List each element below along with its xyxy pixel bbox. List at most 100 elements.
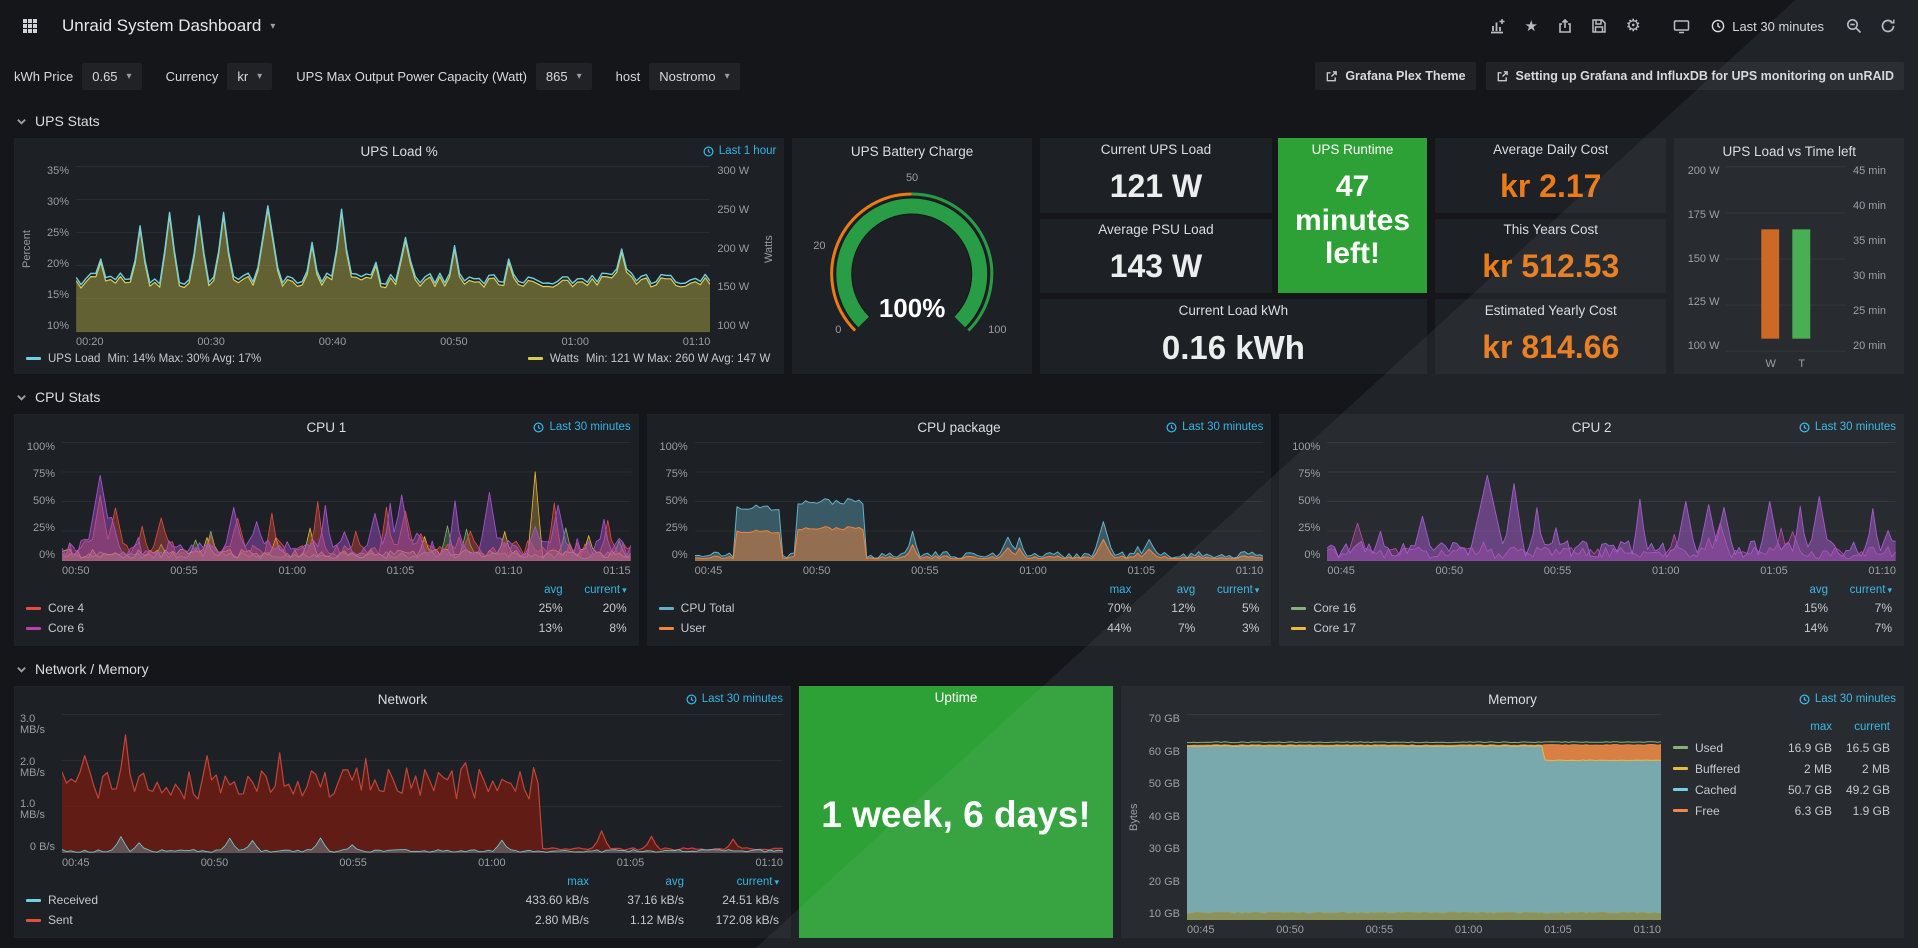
section-ups-stats[interactable]: UPS Stats bbox=[0, 98, 1918, 138]
tick-label: 00:55 bbox=[170, 565, 198, 577]
legend-series-name[interactable]: Received bbox=[26, 893, 494, 907]
legend: max current Used 16.9 GB 16.5 GB Buffere… bbox=[1669, 712, 1904, 938]
dashboard-title[interactable]: Unraid System Dashboard ▾ bbox=[62, 16, 275, 36]
legend-series-name[interactable]: Buffered bbox=[1673, 762, 1774, 776]
tick-label: 25% bbox=[665, 522, 688, 534]
section-network-memory[interactable]: Network / Memory bbox=[0, 646, 1918, 686]
link-grafana-plex-theme[interactable]: Grafana Plex Theme bbox=[1315, 62, 1476, 90]
tick-label: 1.0 MB/s bbox=[20, 798, 46, 822]
legend-col-header[interactable]: avg bbox=[544, 583, 563, 596]
cpu1-chart[interactable] bbox=[62, 442, 631, 561]
chevron-down-icon bbox=[17, 394, 26, 401]
legend-col-header[interactable]: current bbox=[1854, 720, 1890, 733]
panel-time-range[interactable]: Last 30 minutes bbox=[1799, 693, 1896, 705]
memory-chart[interactable] bbox=[1186, 714, 1661, 920]
apps-grid-icon[interactable] bbox=[14, 11, 46, 41]
legend-series-name[interactable]: User bbox=[658, 621, 1068, 635]
tick-label: 30 min bbox=[1853, 270, 1887, 282]
tv-mode-button[interactable] bbox=[1665, 11, 1697, 41]
panel-title[interactable]: Average Daily Cost bbox=[1493, 141, 1609, 157]
ups-bar-chart[interactable]: W T bbox=[1726, 166, 1846, 370]
battery-gauge[interactable]: 0 20 50 100 100% bbox=[802, 166, 1021, 366]
panel-time-range[interactable]: Last 30 minutes bbox=[1166, 421, 1263, 433]
legend-col-header[interactable]: max bbox=[567, 875, 589, 888]
panel-title[interactable]: Network bbox=[377, 691, 428, 707]
panel-title[interactable]: Uptime bbox=[934, 689, 978, 705]
panel-title[interactable]: Current UPS Load bbox=[1100, 141, 1212, 157]
add-panel-button[interactable] bbox=[1481, 11, 1513, 41]
panel-time-range[interactable]: Last 30 minutes bbox=[686, 693, 783, 705]
time-range-picker[interactable]: Last 30 minutes bbox=[1699, 19, 1836, 34]
link-ups-monitoring-guide[interactable]: Setting up Grafana and InfluxDB for UPS … bbox=[1485, 62, 1904, 90]
ups-max-dropdown[interactable]: 865 ▾ bbox=[535, 62, 592, 90]
panel-title[interactable]: CPU 2 bbox=[1571, 419, 1612, 435]
panel-title[interactable]: This Years Cost bbox=[1503, 222, 1598, 238]
panel-title[interactable]: Average PSU Load bbox=[1098, 222, 1214, 238]
tick-label: 01:15 bbox=[603, 565, 631, 577]
legend-series-name[interactable]: CPU Total bbox=[658, 601, 1068, 615]
legend-col-header[interactable]: max bbox=[1109, 583, 1132, 596]
panel-title[interactable]: UPS Load % bbox=[360, 143, 438, 159]
tick-label: 15% bbox=[46, 289, 69, 301]
variable-label: kWh Price bbox=[14, 68, 74, 84]
legend-series-name[interactable]: UPS Load bbox=[48, 352, 101, 365]
panel-title[interactable]: Current Load kWh bbox=[1178, 302, 1289, 318]
panel-title[interactable]: UPS Runtime bbox=[1311, 141, 1394, 157]
legend-value: 24.51 kB/s bbox=[722, 893, 779, 907]
section-cpu-stats[interactable]: CPU Stats bbox=[0, 374, 1918, 414]
cpu-package-chart[interactable] bbox=[694, 442, 1264, 561]
legend-value: 13% bbox=[538, 621, 563, 635]
settings-button[interactable]: ⚙ bbox=[1617, 11, 1649, 41]
legend-series-name[interactable]: Core 17 bbox=[1291, 621, 1764, 635]
panel-time-range[interactable]: Last 1 hour bbox=[703, 145, 776, 157]
tick-label: 75% bbox=[32, 468, 55, 480]
ups-load-chart[interactable] bbox=[76, 166, 711, 332]
panel-title[interactable]: CPU 1 bbox=[306, 419, 347, 435]
legend-col-header[interactable]: avg bbox=[1176, 583, 1196, 596]
legend-series-name[interactable]: Core 16 bbox=[1291, 601, 1764, 615]
chevron-down-icon: ▾ bbox=[724, 70, 730, 82]
star-button[interactable]: ★ bbox=[1515, 11, 1547, 41]
legend-series-name[interactable]: Core 4 bbox=[26, 601, 499, 615]
zoom-out-button[interactable] bbox=[1838, 11, 1870, 41]
panel-time-range[interactable]: Last 30 minutes bbox=[1799, 421, 1896, 433]
legend-col-header[interactable]: current ▾ bbox=[584, 583, 627, 596]
legend-value: 433.60 kB/s bbox=[525, 893, 589, 907]
panel-title[interactable]: Memory bbox=[1488, 691, 1537, 707]
tick-label: 01:05 bbox=[1127, 565, 1156, 577]
bar-label-watts: W bbox=[1765, 358, 1776, 370]
legend-series-name[interactable]: Core 6 bbox=[26, 621, 499, 635]
tick-label: 01:10 bbox=[1868, 565, 1896, 577]
legend-col-header[interactable]: avg bbox=[665, 875, 684, 888]
tick-label: 00:50 bbox=[1435, 565, 1464, 577]
kwh-price-dropdown[interactable]: 0.65 ▾ bbox=[82, 62, 142, 90]
panel-title[interactable]: CPU package bbox=[917, 419, 1001, 435]
legend-series-name[interactable]: Used bbox=[1673, 741, 1774, 755]
variable-currency: Currency kr ▾ bbox=[166, 62, 273, 90]
panel-title[interactable]: Estimated Yearly Cost bbox=[1484, 302, 1617, 318]
legend-series-name[interactable]: Cached bbox=[1673, 783, 1774, 797]
refresh-button[interactable] bbox=[1872, 11, 1904, 41]
legend-col-header[interactable]: max bbox=[1810, 720, 1832, 733]
panel-ups-runtime: UPS Runtime 47 minutes left! bbox=[1278, 138, 1427, 294]
legend-series-name[interactable]: Sent bbox=[26, 913, 494, 927]
save-button[interactable] bbox=[1583, 11, 1615, 41]
legend-col-header[interactable]: current ▾ bbox=[736, 875, 779, 888]
legend-value: 1.12 MB/s bbox=[629, 913, 684, 927]
legend-col-header[interactable]: avg bbox=[1809, 583, 1828, 596]
currency-dropdown[interactable]: kr ▾ bbox=[227, 62, 273, 90]
legend-series-name[interactable]: Watts bbox=[549, 352, 579, 365]
legend-col-header[interactable]: current ▾ bbox=[1849, 583, 1892, 596]
panel-time-range[interactable]: Last 30 minutes bbox=[533, 421, 631, 433]
tick-label: 25 min bbox=[1853, 305, 1887, 317]
panel-title[interactable]: UPS Battery Charge bbox=[850, 143, 974, 159]
legend-series-name[interactable]: Free bbox=[1673, 804, 1774, 818]
legend-col-header[interactable]: current ▾ bbox=[1217, 583, 1260, 596]
tick-label: 50% bbox=[1298, 495, 1321, 507]
tick-label: 00:55 bbox=[1543, 565, 1572, 577]
host-dropdown[interactable]: Nostromo ▾ bbox=[649, 62, 740, 90]
panel-title[interactable]: UPS Load vs Time left bbox=[1722, 143, 1857, 159]
network-chart[interactable] bbox=[62, 714, 783, 853]
cpu2-chart[interactable] bbox=[1327, 442, 1896, 561]
share-button[interactable] bbox=[1549, 11, 1581, 41]
